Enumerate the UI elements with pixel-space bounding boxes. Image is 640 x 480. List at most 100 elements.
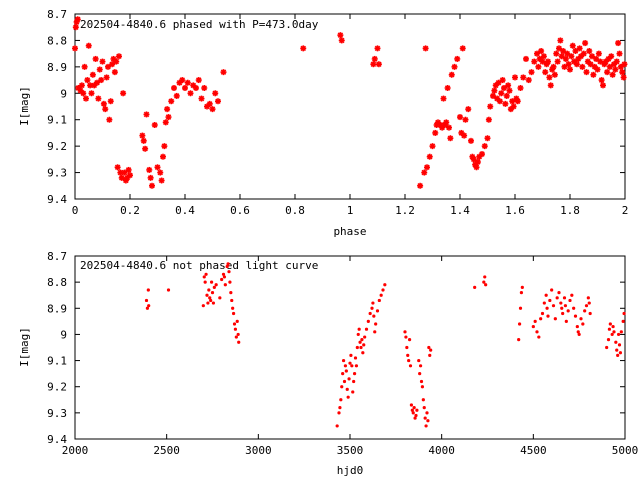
x-tick-label: 0.8	[285, 204, 305, 217]
data-point	[164, 106, 171, 113]
data-point	[407, 358, 411, 363]
data-point	[612, 330, 616, 334]
data-point	[209, 298, 213, 303]
data-point	[404, 335, 408, 339]
data-point	[457, 114, 463, 121]
data-point	[357, 327, 361, 331]
x-tick-label: 1.4	[450, 204, 470, 217]
y-tick-label: 9.4	[47, 193, 67, 206]
data-point	[597, 58, 604, 65]
data-point	[335, 424, 339, 428]
data-point	[92, 55, 99, 62]
data-point	[215, 98, 221, 105]
x-tick-label: 0.6	[230, 204, 250, 217]
data-point	[520, 74, 527, 81]
data-point	[594, 66, 601, 73]
data-point	[523, 55, 529, 62]
data-point	[143, 111, 150, 118]
data-point	[105, 63, 111, 70]
data-point	[482, 280, 486, 284]
data-point	[618, 351, 623, 355]
data-point	[553, 317, 557, 321]
data-point	[422, 45, 429, 52]
data-point	[362, 343, 366, 347]
data-point	[468, 137, 474, 144]
data-point	[221, 272, 226, 276]
data-point	[139, 132, 146, 139]
data-point	[223, 283, 227, 287]
data-point	[146, 288, 150, 292]
data-point	[490, 92, 496, 99]
data-point	[368, 311, 372, 316]
x-tick-label: 3500	[337, 444, 364, 457]
data-point	[564, 50, 571, 57]
data-point	[514, 98, 521, 105]
data-point	[454, 55, 461, 62]
data-point	[528, 69, 535, 76]
data-point	[121, 169, 128, 176]
data-point	[95, 95, 102, 102]
unphased-light-curve-panel: 202504-4840.6 not phased light curve hjd…	[18, 250, 638, 477]
data-point	[89, 71, 96, 78]
data-point	[356, 332, 360, 337]
data-point	[415, 408, 419, 412]
data-point	[598, 77, 605, 84]
x-tick-label: 3000	[245, 444, 272, 457]
y-tick-label: 8.7	[47, 250, 67, 263]
data-point	[353, 356, 358, 360]
data-point	[208, 296, 212, 300]
data-point	[338, 406, 342, 410]
data-point	[560, 48, 567, 54]
data-point	[538, 48, 545, 54]
data-point	[83, 95, 89, 102]
data-point	[561, 311, 565, 316]
data-point	[570, 293, 574, 297]
x-tick-label: 2500	[153, 444, 180, 457]
data-point	[583, 309, 587, 313]
data-point	[619, 69, 626, 76]
y-axis-label: I[mag]	[18, 86, 31, 126]
x-tick-label: 1.2	[395, 204, 415, 217]
data-point	[351, 390, 355, 394]
x-tick-label: 2000	[62, 444, 89, 457]
data-point	[609, 71, 616, 78]
data-point	[563, 304, 568, 308]
data-point	[209, 280, 214, 284]
data-point	[566, 309, 570, 313]
data-point	[417, 182, 424, 189]
data-point	[440, 95, 447, 102]
data-point	[375, 309, 380, 313]
data-point	[383, 283, 387, 287]
data-point	[346, 395, 350, 399]
data-point	[483, 275, 487, 279]
data-point	[518, 306, 523, 310]
data-point	[555, 296, 559, 300]
data-point	[99, 58, 106, 65]
data-point	[484, 283, 488, 287]
data-point	[535, 63, 542, 70]
data-point	[118, 174, 125, 181]
data-point	[607, 327, 612, 331]
data-point	[544, 293, 548, 297]
data-point	[120, 90, 127, 97]
data-point	[583, 69, 590, 76]
data-point	[220, 69, 227, 76]
data-point	[573, 314, 578, 318]
data-point	[608, 322, 612, 326]
data-point	[140, 137, 147, 144]
data-point	[550, 288, 554, 292]
data-point	[550, 63, 557, 70]
data-point	[546, 74, 553, 81]
data-point	[473, 164, 480, 171]
data-point	[352, 379, 356, 384]
data-point	[355, 345, 359, 350]
data-point	[374, 45, 381, 52]
data-point	[72, 45, 78, 52]
data-point	[553, 50, 560, 57]
data-point	[531, 324, 535, 329]
data-point	[361, 351, 365, 355]
data-point	[525, 77, 532, 84]
data-point	[428, 353, 432, 357]
data-point	[154, 164, 161, 171]
y-tick-label: 9.4	[47, 433, 67, 446]
